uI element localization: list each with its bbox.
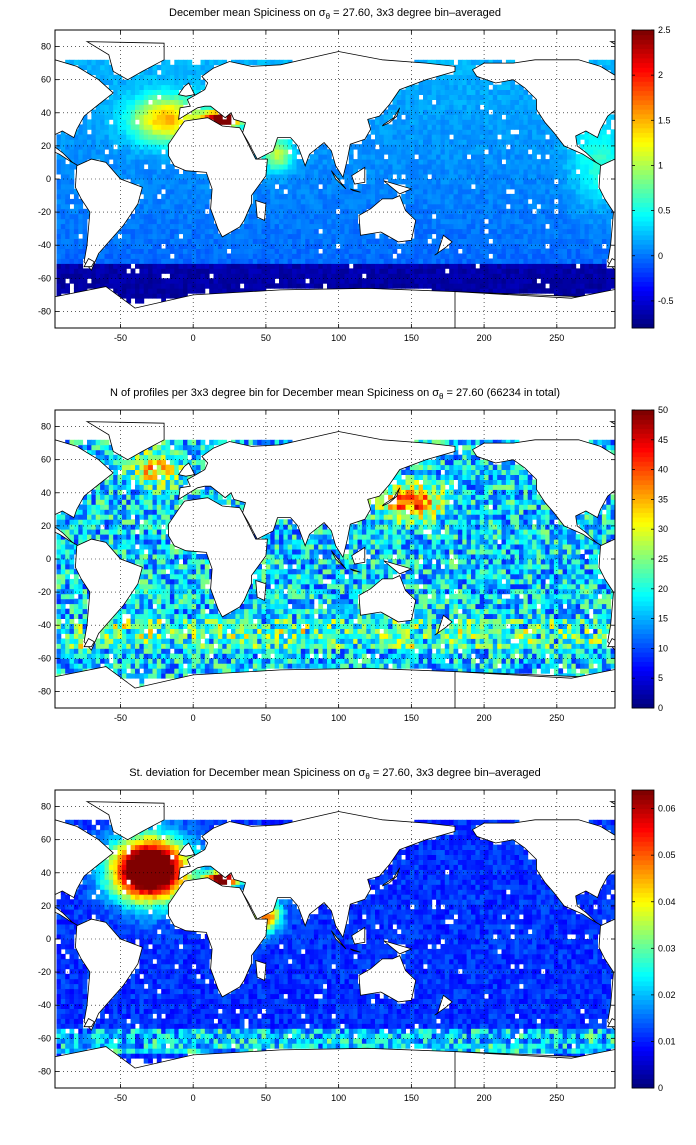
x-tick-label: -50 (114, 713, 127, 723)
x-tick-label: 50 (261, 333, 271, 343)
colorbar-tick-label: 20 (658, 584, 668, 594)
x-tick-label: -50 (114, 333, 127, 343)
x-tick-label: -50 (114, 1093, 127, 1103)
x-tick-label: 0 (191, 1093, 196, 1103)
colorbar-tick-label: 0 (658, 251, 663, 261)
x-tick-labels: -50 0 50 100 150 200 250 (114, 713, 564, 723)
x-tick-label: 0 (191, 333, 196, 343)
x-tick-label: 100 (331, 333, 346, 343)
x-tick-label: 200 (477, 713, 492, 723)
panel-title: St. deviation for December mean Spicines… (55, 767, 615, 781)
y-tick-label: -80 (38, 306, 51, 316)
y-tick-label: 0 (46, 174, 51, 184)
x-tick-label: 250 (549, 333, 564, 343)
colorbar-tick-label: 10 (658, 643, 668, 653)
colorbar-tick-label: 0.03 (658, 943, 676, 953)
panel-profile-count: N of profiles per 3x3 degree bin for Dec… (0, 380, 696, 760)
y-tick-label: 40 (41, 488, 51, 498)
x-tick-labels: -50 0 50 100 150 200 250 (114, 1093, 564, 1103)
x-tick-label: 0 (191, 713, 196, 723)
panel-std-deviation: St. deviation for December mean Spicines… (0, 760, 696, 1140)
panel-title: N of profiles per 3x3 degree bin for Dec… (55, 387, 615, 401)
colorbar: 2.5 2 1.5 1 0.5 0 -0.5 (632, 25, 674, 329)
y-tick-label: 0 (46, 554, 51, 564)
colorbar-tick-label: 0.05 (658, 850, 676, 860)
y-tick-label: 40 (41, 108, 51, 118)
y-tick-label: 60 (41, 75, 51, 85)
colorbar-tick-label: 45 (658, 435, 668, 445)
colorbar-tick-label: 0.02 (658, 990, 676, 1000)
panel-title: December mean Spiciness on σθ = 27.60, 3… (55, 7, 615, 21)
y-tick-label: 40 (41, 868, 51, 878)
x-tick-label: 200 (477, 1093, 492, 1103)
y-tick-label: 60 (41, 455, 51, 465)
colorbar-tick-label: 0.04 (658, 897, 676, 907)
y-tick-label: -60 (38, 273, 51, 283)
y-tick-label: 80 (41, 422, 51, 432)
colorbar-tick-label: 40 (658, 465, 668, 475)
y-tick-label: -60 (38, 653, 51, 663)
colorbar-tick-label: 25 (658, 554, 668, 564)
colorbar-tick-label: 0.5 (658, 206, 671, 216)
colorbar-tick-label: 0.01 (658, 1036, 676, 1046)
y-tick-label: 0 (46, 934, 51, 944)
x-tick-label: 200 (477, 333, 492, 343)
y-tick-label: -40 (38, 240, 51, 250)
colorbar-tick-label: 50 (658, 405, 668, 415)
x-tick-label: 50 (261, 1093, 271, 1103)
colorbar-tick-label: 1.5 (658, 115, 671, 125)
colorbar-tick-label: 30 (658, 524, 668, 534)
y-tick-label: -20 (38, 967, 51, 977)
y-tick-label: 80 (41, 42, 51, 52)
x-tick-label: 50 (261, 713, 271, 723)
x-tick-label: 100 (331, 713, 346, 723)
y-tick-label: -40 (38, 1000, 51, 1010)
y-tick-labels: 80 60 40 20 0 -20 -40 -60 -80 (38, 802, 51, 1077)
y-tick-label: -60 (38, 1033, 51, 1043)
y-tick-label: 60 (41, 835, 51, 845)
x-tick-label: 250 (549, 1093, 564, 1103)
colorbar-tick-label: 1 (658, 160, 663, 170)
colorbar-tick-label: 35 (658, 494, 668, 504)
y-tick-label: -20 (38, 207, 51, 217)
y-tick-label: -80 (38, 1066, 51, 1076)
y-tick-label: 20 (41, 901, 51, 911)
colorbar: 0.06 0.05 0.04 0.03 0.02 0.01 0 (632, 790, 676, 1093)
y-tick-label: 20 (41, 521, 51, 531)
x-tick-label: 150 (404, 1093, 419, 1103)
y-tick-label: -80 (38, 686, 51, 696)
colorbar-tick-label: 0 (658, 1083, 663, 1093)
y-tick-label: 80 (41, 802, 51, 812)
colorbar-tick-label: 2.5 (658, 25, 671, 35)
x-tick-labels: -50 0 50 100 150 200 250 (114, 333, 564, 343)
colorbar-tick-label: 0.06 (658, 804, 676, 814)
x-tick-label: 100 (331, 1093, 346, 1103)
y-tick-label: 20 (41, 141, 51, 151)
x-tick-label: 150 (404, 713, 419, 723)
y-tick-label: -40 (38, 620, 51, 630)
y-tick-labels: 80 60 40 20 0 -20 -40 -60 -80 (38, 42, 51, 317)
colorbar-tick-label: -0.5 (658, 296, 674, 306)
x-tick-label: 250 (549, 713, 564, 723)
y-tick-label: -20 (38, 587, 51, 597)
colorbar-tick-label: 15 (658, 614, 668, 624)
colorbar-tick-label: 2 (658, 70, 663, 80)
colorbar-tick-label: 0 (658, 703, 663, 713)
y-tick-labels: 80 60 40 20 0 -20 -40 -60 -80 (38, 422, 51, 697)
x-tick-label: 150 (404, 333, 419, 343)
colorbar-tick-label: 5 (658, 673, 663, 683)
panel-spiciness-mean: December mean Spiciness on σθ = 27.60, 3… (0, 0, 696, 380)
